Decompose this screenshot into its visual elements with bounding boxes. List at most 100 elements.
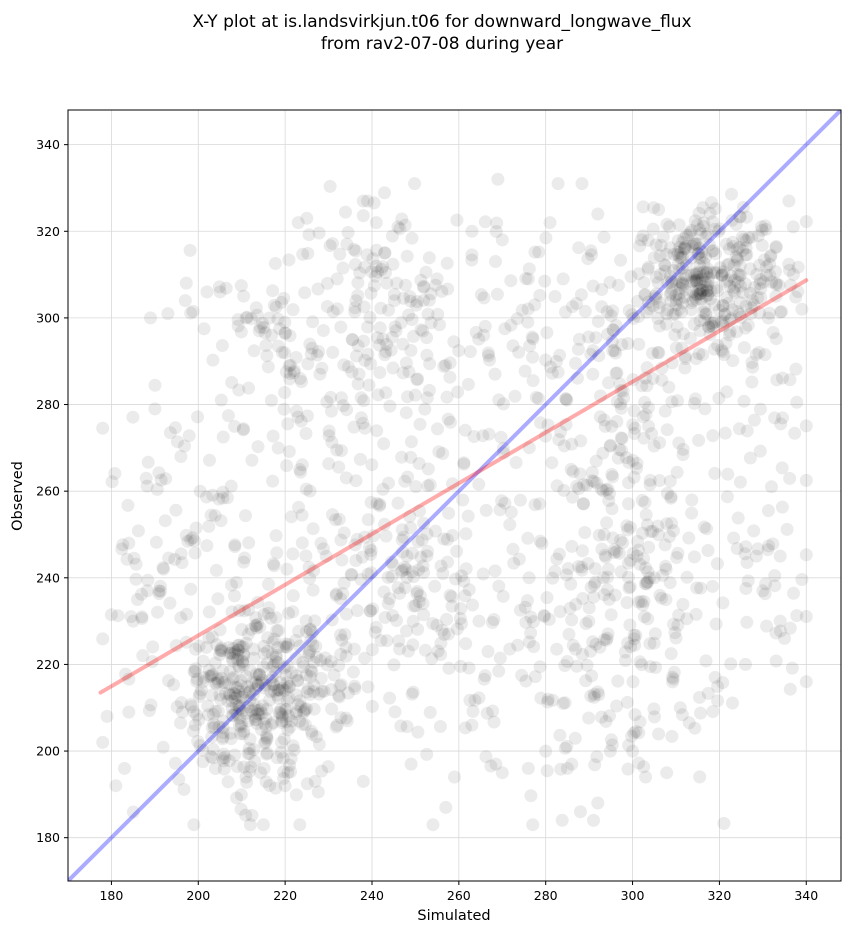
- data-point: [544, 360, 557, 374]
- data-point: [274, 745, 288, 759]
- y-tick-label: 220: [36, 657, 60, 672]
- data-point: [249, 682, 263, 696]
- data-point: [289, 669, 303, 683]
- data-point: [358, 421, 372, 435]
- data-point: [560, 568, 574, 582]
- data-point: [615, 443, 629, 457]
- data-point: [775, 500, 789, 514]
- data-point: [298, 286, 312, 300]
- data-point: [205, 721, 219, 735]
- data-point: [708, 202, 722, 216]
- data-point: [712, 224, 726, 238]
- data-point: [353, 452, 367, 466]
- data-point: [197, 671, 211, 685]
- data-point: [799, 473, 813, 487]
- data-point: [358, 260, 372, 274]
- data-point: [693, 324, 707, 338]
- data-point: [641, 575, 655, 589]
- data-point: [264, 685, 278, 698]
- data-point: [639, 408, 653, 422]
- x-tick-label: 200: [186, 888, 210, 903]
- y-tick-label: 180: [36, 830, 60, 845]
- data-point: [243, 684, 257, 698]
- data-point: [699, 289, 713, 303]
- data-point: [202, 663, 216, 677]
- data-point: [674, 246, 688, 260]
- data-point: [485, 616, 499, 629]
- data-point: [622, 581, 636, 595]
- data-point: [683, 225, 697, 239]
- data-point: [200, 490, 213, 504]
- data-point: [405, 687, 419, 701]
- data-point: [745, 356, 759, 369]
- data-point: [303, 484, 317, 498]
- data-point: [758, 587, 772, 601]
- data-point: [243, 732, 257, 746]
- data-point: [334, 711, 348, 725]
- data-point: [311, 785, 325, 799]
- data-point: [737, 341, 751, 355]
- data-point: [217, 747, 231, 761]
- data-point: [633, 715, 647, 729]
- data-point: [411, 725, 425, 739]
- data-point: [369, 620, 383, 634]
- data-point: [295, 536, 309, 550]
- data-point: [712, 391, 726, 405]
- data-point: [633, 557, 647, 571]
- data-point: [601, 583, 614, 597]
- data-point: [406, 685, 420, 699]
- data-point: [568, 731, 582, 745]
- data-point: [291, 410, 305, 424]
- data-point: [246, 688, 260, 701]
- data-point: [450, 213, 464, 227]
- data-point: [188, 546, 202, 560]
- data-point: [651, 519, 665, 533]
- data-point: [379, 266, 392, 279]
- data-point: [394, 316, 408, 330]
- data-point: [587, 578, 601, 592]
- data-point: [277, 765, 291, 779]
- data-point: [254, 703, 267, 716]
- data-point: [458, 721, 472, 735]
- data-point: [382, 476, 395, 490]
- data-point: [335, 633, 349, 647]
- data-point: [729, 217, 743, 231]
- data-point: [403, 290, 417, 304]
- data-point: [333, 679, 347, 693]
- data-point: [414, 273, 428, 287]
- data-point: [315, 684, 329, 698]
- data-point: [279, 365, 293, 379]
- data-point: [183, 243, 197, 257]
- data-point: [152, 587, 166, 601]
- data-point: [691, 247, 705, 261]
- data-point: [512, 345, 526, 359]
- data-point: [206, 488, 220, 502]
- data-point: [696, 283, 710, 297]
- data-point: [677, 242, 691, 256]
- data-point: [697, 268, 711, 282]
- data-point: [676, 278, 690, 292]
- data-point: [665, 274, 679, 288]
- data-point: [232, 699, 245, 713]
- data-point: [596, 484, 610, 498]
- data-point: [398, 474, 412, 488]
- data-point: [269, 650, 283, 664]
- data-point: [758, 253, 771, 267]
- data-point: [791, 285, 805, 298]
- data-point: [749, 348, 763, 361]
- data-point: [266, 660, 280, 674]
- data-point: [760, 260, 773, 273]
- data-point: [531, 391, 545, 405]
- data-point: [558, 696, 572, 710]
- data-point: [301, 357, 315, 371]
- data-point: [578, 304, 592, 318]
- data-point: [233, 711, 247, 725]
- data-point: [630, 549, 644, 563]
- data-point: [295, 508, 309, 522]
- data-point: [240, 775, 254, 789]
- data-point: [539, 744, 553, 758]
- data-point: [476, 429, 490, 443]
- data-point: [669, 341, 683, 355]
- data-point: [639, 371, 652, 385]
- data-point: [684, 268, 698, 282]
